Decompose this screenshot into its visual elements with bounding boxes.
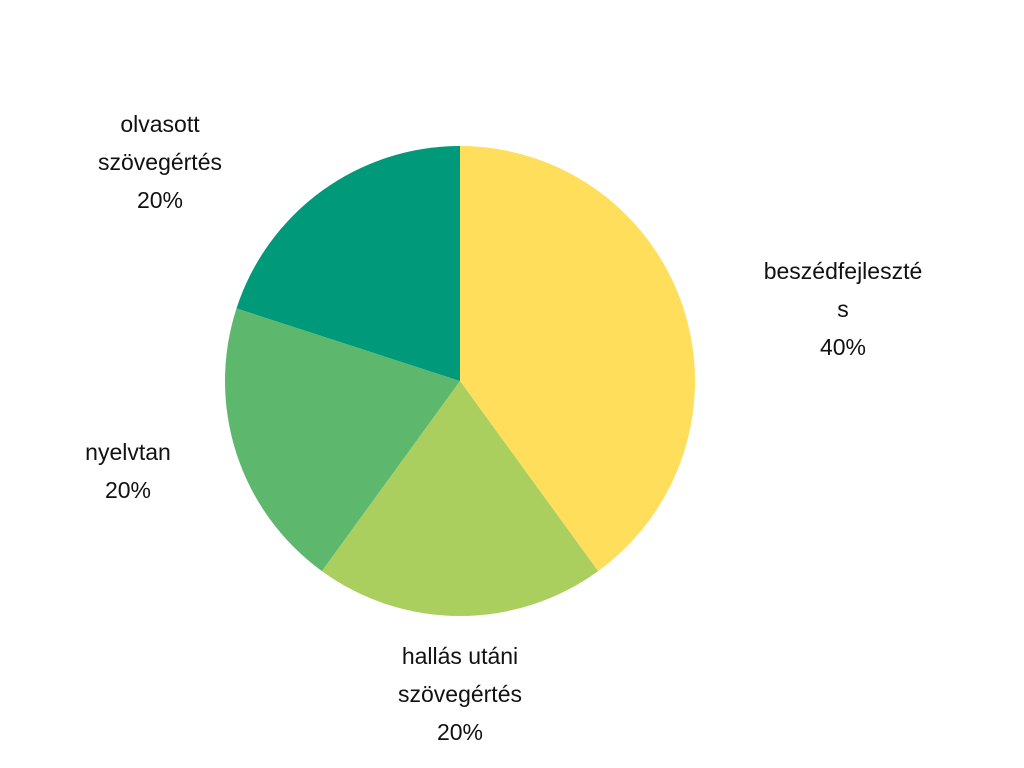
slice-label-line: szövegértés	[398, 681, 522, 707]
pie-slice	[224, 308, 460, 572]
slice-label: nyelvtan 20%	[85, 439, 171, 503]
pie-slice	[321, 381, 599, 617]
slice-label-line: olvasott	[120, 111, 200, 137]
slice-label-line: nyelvtan	[85, 439, 171, 465]
slice-label: hallás utáni szövegértés 20%	[398, 643, 522, 745]
slice-percent: 20%	[105, 477, 151, 503]
slice-label-line: s	[837, 296, 849, 322]
pie-labels: beszédfejleszté s 40% hallás utáni szövegért…	[85, 111, 922, 745]
slice-label: beszédfejleszté s 40%	[764, 258, 923, 360]
pie-slice	[236, 146, 460, 381]
pie-slices	[224, 146, 696, 617]
slice-percent: 20%	[437, 719, 483, 745]
slice-label-line: beszédfejleszté	[764, 258, 923, 284]
slice-percent: 20%	[137, 187, 183, 213]
slice-label: olvasott szövegértés 20%	[98, 111, 222, 213]
slice-percent: 40%	[820, 334, 866, 360]
slice-label-line: hallás utáni	[402, 643, 518, 669]
pie-slice	[460, 146, 696, 572]
slice-label-line: szövegértés	[98, 149, 222, 175]
